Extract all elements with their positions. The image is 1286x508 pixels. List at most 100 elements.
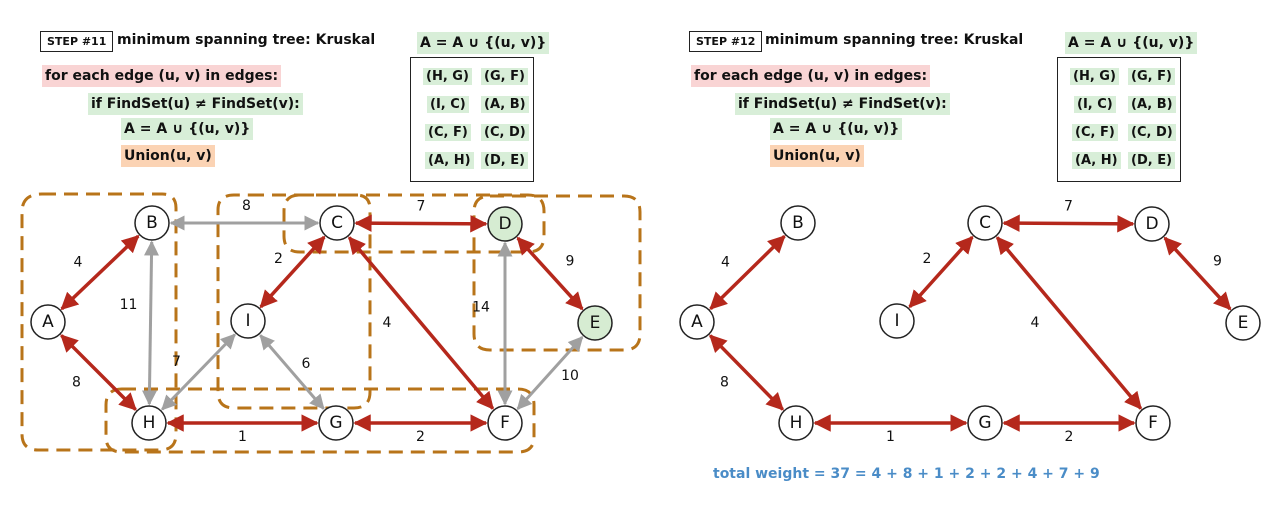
graph-11-edges: 4 8 8 11 7 2 4 9 14 10 7 6 1 2: [60, 198, 584, 445]
svg-text:F: F: [1148, 413, 1158, 433]
edge-weight-label: 8: [720, 375, 729, 391]
edge-weight-label: 4: [74, 255, 83, 271]
svg-text:E: E: [590, 313, 601, 333]
node-c: C: [319, 205, 355, 241]
node-h: H: [778, 405, 814, 441]
edge-list-item: (A, H): [1072, 152, 1121, 169]
edge-weight-label: 7: [417, 199, 426, 215]
svg-text:C: C: [979, 213, 991, 233]
edge-list-item: (D, E): [481, 152, 529, 169]
edge-weight-label: 2: [1065, 429, 1074, 445]
svg-text:D: D: [498, 214, 511, 234]
edge-weight-label: 1: [886, 429, 895, 445]
edge-list-item: (I, C): [427, 96, 469, 113]
svg-text:H: H: [790, 413, 803, 433]
node-i: I: [879, 303, 915, 339]
set-outline-de: [472, 194, 642, 352]
svg-text:B: B: [146, 213, 158, 233]
edge-weight-label: 11: [120, 297, 138, 313]
node-b: B: [780, 205, 816, 241]
edge-list-box: (H, G) (G, F) (I, C) (A, B) (C, F) (C, D…: [1057, 57, 1181, 182]
edge-list-item: (G, F): [481, 68, 528, 85]
edge-weight-label: 10: [561, 368, 579, 384]
edge-weight-label: 7: [172, 354, 181, 370]
edge-b-h: [141, 240, 160, 406]
edge-list-item: (C, D): [481, 124, 529, 141]
edge-weight-label: 9: [566, 254, 575, 270]
svg-text:E: E: [1238, 313, 1249, 333]
edge-weight-label: 8: [72, 375, 81, 391]
code-line-add-edge: A = A ∪ {(u, v)}: [770, 118, 903, 140]
edge-weight-label: 4: [721, 255, 730, 271]
graph-12-edges: 4 8 7 2 4 9 1 2: [709, 199, 1232, 445]
graph-12-nodes: A B C D E F G H I: [679, 205, 1261, 441]
code-line-union: Union(u, v): [770, 145, 864, 167]
edge-i-h: [161, 333, 236, 411]
edge-a-b: [709, 235, 786, 310]
set-expression: A = A ∪ {(u, v)}: [1065, 32, 1198, 54]
edge-weight-label: 6: [302, 356, 311, 372]
edge-c-f: [347, 236, 495, 410]
step-label: STEP #12: [689, 31, 763, 52]
step-12-panel: STEP #12 minimum spanning tree: Kruskal …: [643, 0, 1286, 508]
edge-list-item: (H, G): [1070, 68, 1119, 85]
edge-list-item: (A, H): [425, 152, 474, 169]
edge-weight-label: 1: [238, 429, 247, 445]
algorithm-title: minimum spanning tree: Kruskal: [765, 32, 1024, 48]
svg-text:B: B: [792, 213, 804, 233]
edge-list-item: (A, B): [1128, 96, 1176, 113]
edge-c-f: [995, 236, 1143, 410]
edge-weight-label: 2: [274, 251, 283, 267]
edge-list-item: (H, G): [423, 68, 472, 85]
set-expression: A = A ∪ {(u, v)}: [417, 32, 550, 54]
node-f: F: [487, 405, 523, 441]
edge-weight-label: 9: [1213, 254, 1222, 270]
code-line-if-findset: if FindSet(u) ≠ FindSet(v):: [88, 93, 303, 115]
node-g: G: [967, 405, 1003, 441]
code-line-if-findset: if FindSet(u) ≠ FindSet(v):: [735, 93, 950, 115]
node-i: I: [230, 303, 266, 339]
edge-list-item: (I, C): [1074, 96, 1116, 113]
algorithm-title: minimum spanning tree: Kruskal: [117, 32, 376, 48]
node-a: A: [30, 304, 66, 340]
code-line-union: Union(u, v): [121, 145, 215, 167]
edge-list-item: (C, F): [1072, 124, 1118, 141]
code-line-for-each: for each edge (u, v) in edges:: [691, 65, 931, 87]
set-outline-top-cd: [282, 193, 546, 254]
code-line-for-each: for each edge (u, v) in edges:: [42, 65, 282, 87]
node-f: F: [1135, 405, 1171, 441]
edge-list-item: (A, B): [481, 96, 529, 113]
edge-c-d: [354, 214, 488, 233]
edge-list-item: (C, F): [425, 124, 471, 141]
step-11-panel: STEP #11 minimum spanning tree: Kruskal …: [40, 31, 550, 182]
edge-list-item: (G, F): [1128, 68, 1175, 85]
svg-text:I: I: [894, 311, 899, 331]
edge-a-b: [60, 234, 140, 311]
svg-text:C: C: [331, 213, 343, 233]
svg-text:A: A: [42, 312, 54, 332]
node-e: E: [1225, 305, 1261, 341]
edge-d-e: [1163, 236, 1232, 311]
graph-11-nodes: A B C D E F G H I: [30, 205, 613, 441]
total-weight: total weight = 37 = 4 + 8 + 1 + 2 + 2 + …: [713, 466, 1100, 482]
edge-list-box: (H, G) (G, F) (I, C) (A, B) (C, F) (C, D…: [410, 57, 534, 182]
svg-text:I: I: [245, 311, 250, 331]
node-c: C: [967, 205, 1003, 241]
step-label: STEP #11: [40, 31, 114, 52]
svg-text:G: G: [329, 413, 342, 433]
node-d: D: [487, 206, 523, 242]
code-line-add-edge: A = A ∪ {(u, v)}: [121, 118, 254, 140]
edge-c-i: [908, 235, 974, 309]
node-a: A: [679, 304, 715, 340]
svg-text:H: H: [143, 413, 156, 433]
set-outline-abh: [20, 192, 178, 452]
edge-weight-label: 2: [923, 251, 932, 267]
svg-text:D: D: [1145, 214, 1158, 234]
node-h: H: [131, 405, 167, 441]
edge-i-g: [259, 334, 325, 410]
node-d: D: [1134, 206, 1170, 242]
edge-list-item: (C, D): [1128, 124, 1176, 141]
edge-a-h: [709, 334, 784, 411]
node-g: G: [318, 405, 354, 441]
